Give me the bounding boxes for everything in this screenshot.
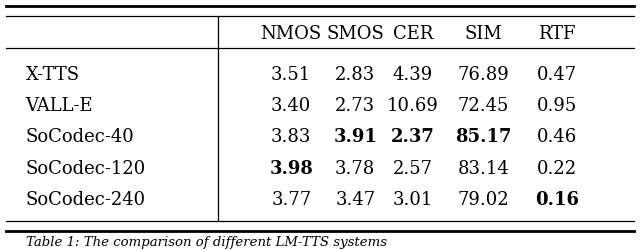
Text: VALL-E: VALL-E	[26, 97, 93, 115]
Text: 3.40: 3.40	[271, 97, 311, 115]
Text: 0.16: 0.16	[535, 191, 579, 209]
Text: 3.51: 3.51	[271, 66, 311, 84]
Text: 83.14: 83.14	[458, 160, 509, 178]
Text: 3.01: 3.01	[392, 191, 433, 209]
Text: 79.02: 79.02	[458, 191, 509, 209]
Text: 76.89: 76.89	[458, 66, 509, 84]
Text: SoCodec-120: SoCodec-120	[26, 160, 146, 178]
Text: RTF: RTF	[538, 25, 575, 43]
Text: SMOS: SMOS	[326, 25, 384, 43]
Text: 10.69: 10.69	[387, 97, 439, 115]
Text: 2.57: 2.57	[393, 160, 433, 178]
Text: 0.47: 0.47	[537, 66, 577, 84]
Text: 3.83: 3.83	[271, 128, 312, 146]
Text: NMOS: NMOS	[260, 25, 322, 43]
Text: SoCodec-40: SoCodec-40	[26, 128, 134, 146]
Text: 2.73: 2.73	[335, 97, 375, 115]
Text: 3.77: 3.77	[271, 191, 311, 209]
Text: 3.78: 3.78	[335, 160, 375, 178]
Text: 2.37: 2.37	[391, 128, 435, 146]
Text: Table 1: The comparison of different LM-TTS systems: Table 1: The comparison of different LM-…	[26, 236, 387, 249]
Text: 3.98: 3.98	[269, 160, 313, 178]
Text: SIM: SIM	[465, 25, 502, 43]
Text: 0.22: 0.22	[537, 160, 577, 178]
Text: X-TTS: X-TTS	[26, 66, 80, 84]
Text: 4.39: 4.39	[393, 66, 433, 84]
Text: 72.45: 72.45	[458, 97, 509, 115]
Text: CER: CER	[392, 25, 433, 43]
Text: 85.17: 85.17	[455, 128, 511, 146]
Text: 0.95: 0.95	[537, 97, 577, 115]
Text: 2.83: 2.83	[335, 66, 375, 84]
Text: SoCodec-240: SoCodec-240	[26, 191, 146, 209]
Text: 0.46: 0.46	[537, 128, 577, 146]
Text: 3.47: 3.47	[335, 191, 375, 209]
Text: 3.91: 3.91	[333, 128, 377, 146]
